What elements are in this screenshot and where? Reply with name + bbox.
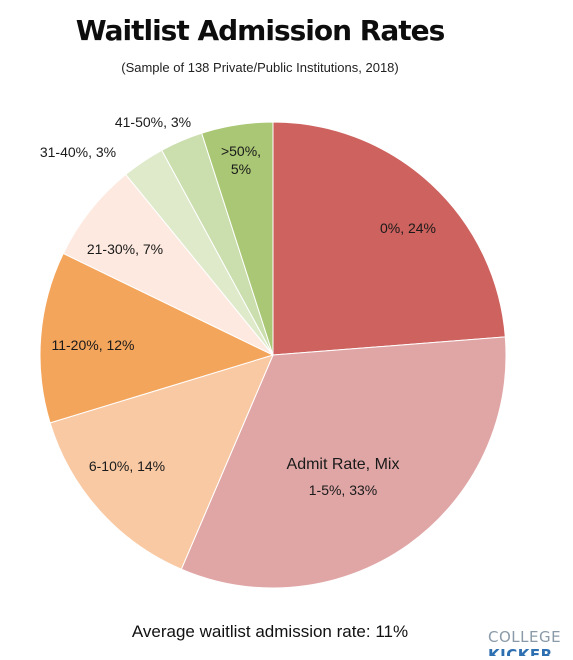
pie-label-1: 0%, 24% [380,220,436,236]
pie-label-7: 41-50%, 3% [115,114,191,130]
average-rate-footer: Average waitlist admission rate: 11% [131,622,409,641]
pie-label-4: 11-20%, 12% [51,337,134,353]
pie-slices [39,121,507,589]
pie-slice-1 [272,121,506,356]
pie-label-5: 21-30%, 7% [87,241,163,257]
chart-subtitle: (Sample of 138 Private/Public Institutio… [121,60,399,75]
chart-title: Waitlist Admission Rates [75,14,446,47]
pie-label-2: 1-5%, 33% [309,482,377,498]
legend-title: Admit Rate, Mix [287,456,400,473]
pie-labels: 0%, 24% Admit Rate, Mix 1-5%, 33% 6-10%, 14… [40,114,436,498]
pie-slice-3 [49,354,274,570]
pie-label-8-line2: 5% [231,161,251,177]
pie-slice-2 [180,336,507,589]
pie-label-3: 6-10%, 14% [89,458,165,474]
logo-line2: KICKER [488,646,553,656]
pie-label-6: 31-40%, 3% [40,144,116,160]
pie-slice-4 [39,252,275,424]
pie-label-8-line1: >50%, [221,143,261,159]
pie-slice-8 [201,121,274,356]
logo-line1: COLLEGE [488,628,562,646]
college-kickstart-logo: COLLEGE KICKER [488,628,570,656]
